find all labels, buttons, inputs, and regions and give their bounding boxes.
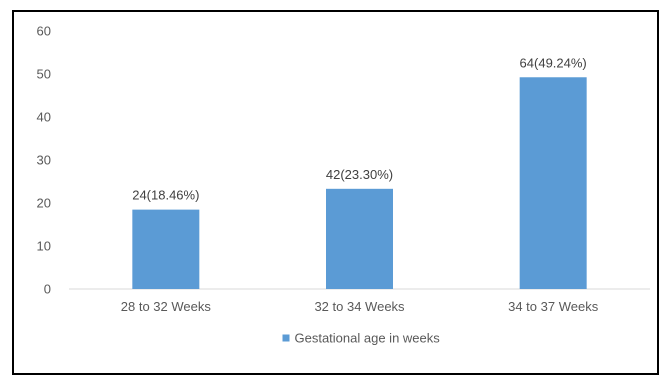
bar-data-label: 24(18.46%) (132, 188, 199, 203)
y-tick-label: 60 (37, 24, 51, 39)
x-tick-label: 34 to 37 Weeks (508, 299, 599, 314)
y-tick-label: 40 (37, 110, 51, 125)
bar-data-label: 64(49.24%) (520, 55, 587, 70)
bars: 24(18.46%) 42(23.30%) 64(49.24%) (132, 55, 587, 289)
y-tick-label: 10 (37, 239, 51, 254)
bar (519, 77, 587, 289)
legend: Gestational age in weeks (282, 331, 441, 346)
x-tick-label: 32 to 34 Weeks (314, 299, 405, 314)
y-tick-label: 30 (37, 153, 51, 168)
y-axis: 0 10 20 30 40 50 60 (37, 24, 51, 297)
y-tick-label: 50 (37, 67, 51, 82)
y-tick-label: 0 (44, 282, 51, 297)
legend-swatch (282, 334, 290, 342)
chart-frame: 0 10 20 30 40 50 60 24(18.46%) 42(23.30%) 64(49.… (12, 10, 659, 375)
x-tick-label: 28 to 32 Weeks (121, 299, 212, 314)
bar (326, 188, 393, 289)
bar-data-label: 42(23.30%) (326, 167, 393, 182)
legend-label: Gestational age in weeks (295, 331, 441, 346)
bar-chart: 0 10 20 30 40 50 60 24(18.46%) 42(23.30%) 64(49.… (37, 24, 650, 346)
y-tick-label: 20 (37, 196, 51, 211)
x-axis: 28 to 32 Weeks 32 to 34 Weeks 34 to 37 Wee… (121, 299, 599, 314)
bar (132, 209, 200, 289)
